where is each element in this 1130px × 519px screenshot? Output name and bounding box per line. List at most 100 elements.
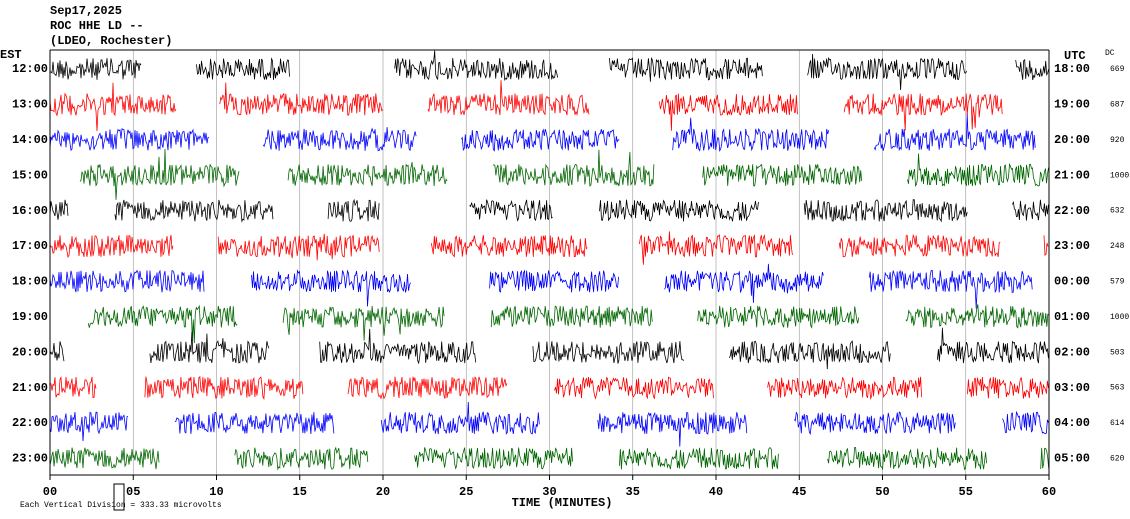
trace-segment bbox=[672, 117, 830, 152]
x-tick-label: 60 bbox=[1042, 485, 1056, 499]
utc-label: 01:00 bbox=[1054, 310, 1090, 324]
x-tick-label: 05 bbox=[126, 485, 140, 499]
trace-segment bbox=[427, 80, 590, 116]
x-tick-label: 20 bbox=[376, 485, 390, 499]
trace-segment bbox=[380, 401, 540, 435]
est-label: 18:00 bbox=[12, 275, 48, 289]
x-tick-label: 10 bbox=[209, 485, 223, 499]
trace-segment bbox=[937, 327, 1049, 364]
trace-segment bbox=[394, 50, 559, 81]
trace-segment bbox=[793, 411, 956, 436]
est-label: 21:00 bbox=[12, 381, 48, 395]
trace-segment bbox=[639, 231, 793, 265]
traces bbox=[49, 50, 1050, 471]
dc-value: 503 bbox=[1110, 348, 1125, 357]
dc-value: 248 bbox=[1110, 242, 1125, 251]
trace-segment bbox=[144, 376, 304, 401]
dc-value: 687 bbox=[1110, 101, 1125, 110]
trace-segment bbox=[251, 269, 411, 307]
trace-segment bbox=[664, 263, 824, 303]
est-label: 19:00 bbox=[12, 310, 48, 324]
utc-label: 18:00 bbox=[1054, 62, 1090, 76]
right-label: UTC bbox=[1064, 49, 1086, 63]
utc-label: 03:00 bbox=[1054, 381, 1090, 395]
trace-segment bbox=[49, 128, 210, 152]
x-tick-label: 45 bbox=[792, 485, 806, 499]
x-tick-label: 30 bbox=[542, 485, 556, 499]
trace-segment bbox=[430, 235, 588, 258]
trace-segment bbox=[619, 447, 779, 470]
dc-value: 563 bbox=[1110, 384, 1125, 393]
x-tick-label: 35 bbox=[626, 485, 640, 499]
trace-segment bbox=[262, 127, 417, 152]
trace-segment bbox=[1015, 59, 1050, 81]
trace-segment bbox=[49, 269, 205, 293]
utc-label: 04:00 bbox=[1054, 416, 1090, 430]
trace-segment bbox=[489, 269, 619, 293]
trace-segment bbox=[49, 447, 160, 470]
utc-label: 21:00 bbox=[1054, 168, 1090, 182]
dc-value: 1000 bbox=[1110, 313, 1129, 322]
est-label: 22:00 bbox=[12, 416, 48, 430]
trace-segment bbox=[114, 199, 274, 223]
trace-segment bbox=[49, 234, 174, 259]
trace-segment bbox=[905, 304, 1049, 329]
trace-segment bbox=[219, 82, 384, 116]
trace-segment bbox=[1043, 235, 1049, 256]
trace-segment bbox=[490, 305, 653, 328]
x-tick-label: 25 bbox=[459, 485, 473, 499]
trace-segment bbox=[49, 58, 142, 80]
trace-segment bbox=[460, 128, 620, 152]
trace-segment bbox=[492, 149, 655, 187]
trace-segment bbox=[287, 162, 448, 187]
trace-segment bbox=[597, 411, 748, 447]
trace-segment bbox=[347, 376, 508, 400]
footer: Each Vertical Division = 333.33 microvol… bbox=[20, 501, 222, 510]
trace-segment bbox=[907, 153, 1049, 187]
title-line: (LDEO, Rochester) bbox=[50, 34, 172, 48]
utc-label: 20:00 bbox=[1054, 133, 1090, 147]
scale-box bbox=[113, 483, 125, 511]
est-label: 12:00 bbox=[12, 62, 48, 76]
trace-segment bbox=[767, 376, 922, 401]
trace-segment bbox=[838, 233, 1001, 258]
x-tick-label: 50 bbox=[875, 485, 889, 499]
title-line: Sep17,2025 bbox=[50, 4, 122, 18]
trace-segment bbox=[49, 341, 65, 362]
trace-segment bbox=[697, 305, 860, 329]
x-tick-label: 15 bbox=[293, 485, 307, 499]
dc-value: 620 bbox=[1110, 455, 1125, 464]
dc-value: 632 bbox=[1110, 207, 1125, 216]
est-label: 15:00 bbox=[12, 168, 48, 182]
utc-label: 02:00 bbox=[1054, 345, 1090, 359]
trace-segment bbox=[174, 412, 335, 435]
dc-value: 669 bbox=[1110, 65, 1125, 74]
trace-segment bbox=[967, 376, 1049, 399]
left-label: EST bbox=[0, 48, 22, 62]
trace-segment bbox=[807, 53, 967, 91]
trace-segment bbox=[149, 331, 270, 364]
utc-label: 00:00 bbox=[1054, 275, 1090, 289]
trace-segment bbox=[49, 82, 177, 132]
title-line: ROC HHE LD -- bbox=[50, 19, 144, 33]
trace-segment bbox=[319, 328, 477, 365]
est-label: 23:00 bbox=[12, 452, 48, 466]
trace-segment bbox=[609, 56, 763, 82]
utc-label: 22:00 bbox=[1054, 204, 1090, 218]
trace-segment bbox=[234, 446, 369, 471]
trace-segment bbox=[49, 411, 129, 442]
trace-segment bbox=[868, 269, 1033, 309]
dc-label: DC bbox=[1105, 49, 1115, 58]
trace-segment bbox=[659, 93, 798, 131]
trace-segment bbox=[873, 114, 1036, 152]
trace-segment bbox=[827, 447, 987, 471]
trace-segment bbox=[803, 199, 968, 223]
trace-segment bbox=[79, 148, 240, 200]
trace-segment bbox=[532, 341, 685, 364]
utc-label: 23:00 bbox=[1054, 239, 1090, 253]
dc-value: 579 bbox=[1110, 278, 1125, 287]
trace-segment bbox=[1040, 447, 1050, 470]
trace-segment bbox=[327, 198, 380, 222]
